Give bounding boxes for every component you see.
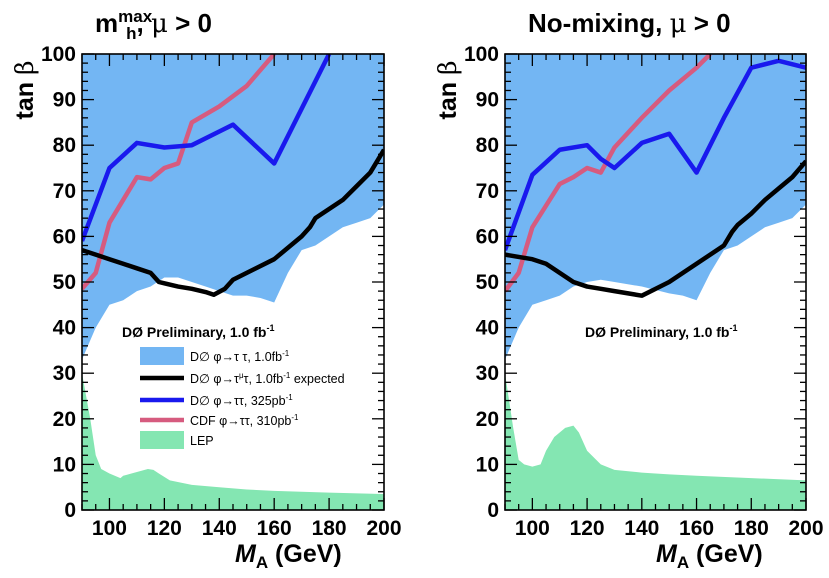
x-tick-label: 100 <box>515 517 550 540</box>
panel-title: No-mixing, μ > 0 <box>528 8 731 39</box>
y-tick-label: 0 <box>64 499 76 522</box>
y-tick-label: 70 <box>476 180 499 203</box>
x-tick-label: 200 <box>366 517 401 540</box>
y-tick-label: 20 <box>476 408 499 431</box>
y-axis-label: tan β <box>433 61 462 120</box>
cdf-310pb-line <box>82 54 276 291</box>
d0-expected-line <box>505 159 806 298</box>
y-tick-label: 40 <box>53 317 76 340</box>
x-tick-label: 180 <box>734 517 769 540</box>
x-tick-label: 120 <box>147 517 182 540</box>
cdf-310pb-line <box>505 54 712 293</box>
x-axis-label: MA (GeV) <box>235 540 342 572</box>
lep-excluded-region <box>82 373 384 510</box>
d0-325pb-line <box>82 54 332 242</box>
y-tick-label: 80 <box>53 134 76 157</box>
legend-swatch-lep <box>140 431 184 449</box>
y-tick-label: 70 <box>53 180 76 203</box>
legend-swatch-d0_excluded <box>140 347 184 365</box>
chart-panel-2: 100 120 140 160 180 200 0 10 20 30 40 50 60 70 80 90 100… <box>433 8 824 572</box>
y-tick-label: 20 <box>53 408 76 431</box>
d0-excluded-region <box>82 54 384 360</box>
y-axis-label: tan β <box>10 61 39 120</box>
legend-label-d0_expected: D∅ φ→τμτ, 1.0fb-1 expected <box>190 371 345 386</box>
x-tick-label: 160 <box>679 517 714 540</box>
x-tick-label: 120 <box>570 517 605 540</box>
x-tick-label: 100 <box>92 517 127 540</box>
y-tick-label: 80 <box>476 134 499 157</box>
y-tick-label: 30 <box>53 362 76 385</box>
legend: D∅ φ→τ τ, 1.0fb-1 D∅ φ→τμτ, 1.0fb-1 expec… <box>140 347 345 449</box>
y-tick-label: 10 <box>53 453 76 476</box>
y-tick-label: 100 <box>464 43 499 66</box>
y-tick-label: 30 <box>476 362 499 385</box>
x-tick-label: 140 <box>624 517 659 540</box>
plot-area <box>505 54 806 510</box>
plot-area <box>82 54 384 510</box>
x-axis-label: MA (GeV) <box>656 540 763 572</box>
y-tick-label: 50 <box>53 271 76 294</box>
preliminary-label: DØ Preliminary, 1.0 fb-1 <box>585 323 737 340</box>
preliminary-label: DØ Preliminary, 1.0 fb-1 <box>122 323 274 340</box>
legend-label-d0_excluded: D∅ φ→τ τ, 1.0fb-1 <box>190 349 290 364</box>
y-tick-label: 0 <box>487 499 499 522</box>
y-tick-label: 50 <box>476 271 499 294</box>
y-tick-label: 100 <box>41 43 76 66</box>
y-tick-label: 60 <box>476 225 499 248</box>
y-tick-label: 60 <box>53 225 76 248</box>
y-tick-label: 10 <box>476 453 499 476</box>
legend-label-lep: LEP <box>190 434 214 448</box>
d0-expected-line <box>82 148 384 298</box>
x-tick-label: 180 <box>312 517 347 540</box>
x-tick-label: 140 <box>202 517 237 540</box>
chart-panel-1: 100 120 140 160 180 200 0 10 20 30 40 50 60 70 80 90 100… <box>10 7 402 572</box>
y-tick-label: 40 <box>476 317 499 340</box>
x-tick-label: 160 <box>257 517 292 540</box>
panel-title: mmax h, μ > 0 <box>95 7 212 43</box>
y-tick-label: 90 <box>476 89 499 112</box>
x-tick-label: 200 <box>788 517 823 540</box>
d0-325pb-line <box>505 58 806 251</box>
legend-label-d0_325: D∅ φ→ττ, 325pb-1 <box>190 393 293 408</box>
legend-label-cdf_310: CDF φ→ττ, 310pb-1 <box>190 413 299 428</box>
lep-excluded-region <box>505 373 806 510</box>
y-tick-label: 90 <box>53 89 76 112</box>
